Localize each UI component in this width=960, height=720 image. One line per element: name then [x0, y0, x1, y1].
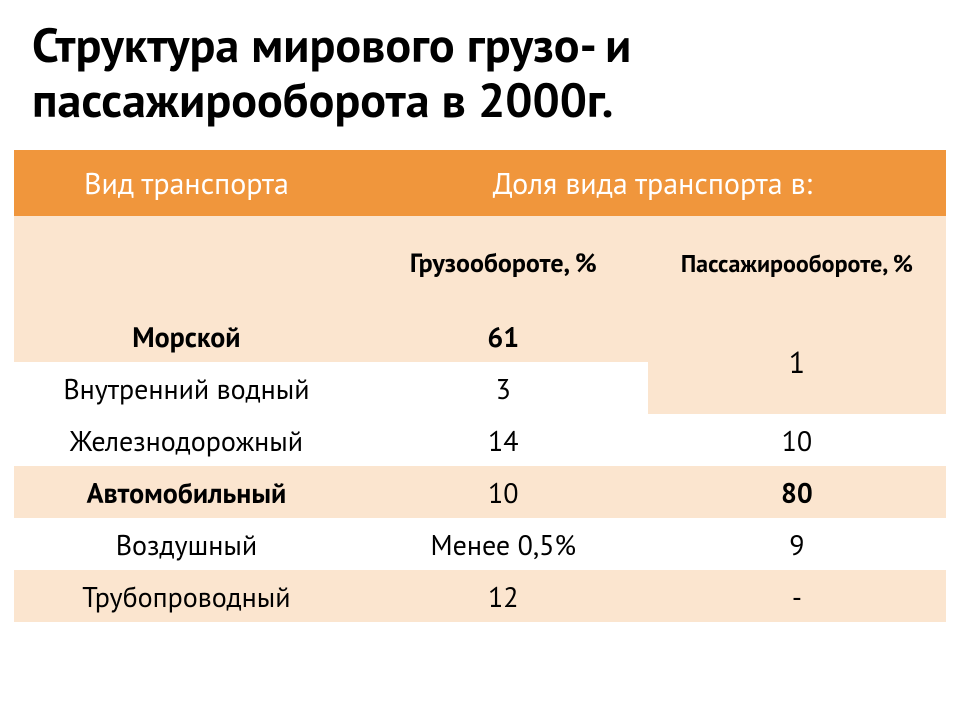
header-type: Вид транспорта [14, 150, 359, 216]
subheader-blank [14, 216, 359, 310]
table-row: Железнодорожный 14 10 [14, 414, 946, 466]
cell-cargo: 12 [359, 570, 648, 622]
cell-pax: - [648, 570, 946, 622]
cell-pax: 9 [648, 518, 946, 570]
cell-type: Морской [14, 310, 359, 362]
cell-type: Железнодорожный [14, 414, 359, 466]
cell-pax: 10 [648, 414, 946, 466]
subheader-cargo: Грузообороте, % [359, 216, 648, 310]
table-row: Воздушный Менее 0,5% 9 [14, 518, 946, 570]
cell-cargo: 10 [359, 466, 648, 518]
subheader-pax: Пассажирообороте, % [648, 216, 946, 310]
cell-cargo: Менее 0,5% [359, 518, 648, 570]
table-row: Трубопроводный 12 - [14, 570, 946, 622]
table-subheader-row: Грузообороте, % Пассажирообороте, % [14, 216, 946, 310]
cell-type: Внутренний водный [14, 362, 359, 414]
cell-pax: 80 [648, 466, 946, 518]
cell-cargo: 14 [359, 414, 648, 466]
table-row: Автомобильный 10 80 [14, 466, 946, 518]
cell-cargo: 61 [359, 310, 648, 362]
cell-cargo: 3 [359, 362, 648, 414]
cell-type: Трубопроводный [14, 570, 359, 622]
header-share: Доля вида транспорта в: [359, 150, 946, 216]
cell-type: Воздушный [14, 518, 359, 570]
slide: Структура мирового грузо- и пассажирообо… [0, 0, 960, 720]
table-row: Морской 61 1 [14, 310, 946, 362]
transport-table: Вид транспорта Доля вида транспорта в: Г… [14, 150, 946, 622]
cell-pax-merged: 1 [648, 310, 946, 414]
table-header-row: Вид транспорта Доля вида транспорта в: [14, 150, 946, 216]
slide-title: Структура мирового грузо- и пассажирообо… [14, 18, 946, 128]
cell-type: Автомобильный [14, 466, 359, 518]
